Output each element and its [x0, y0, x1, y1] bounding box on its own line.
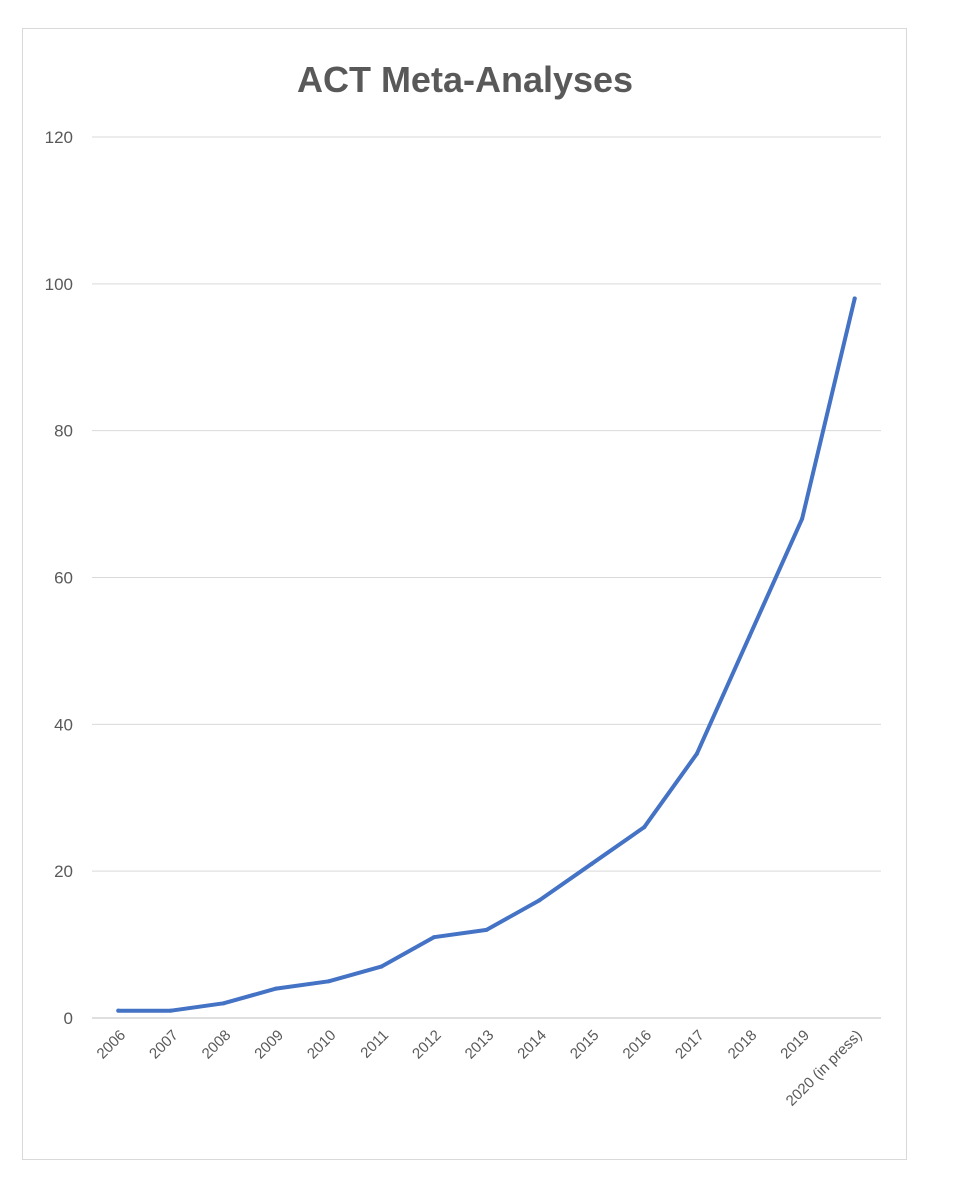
data-point [116, 1008, 121, 1013]
y-tick-label: 80 [54, 422, 73, 441]
data-point [747, 634, 752, 639]
data-point [326, 979, 331, 984]
y-tick-label: 20 [54, 862, 73, 881]
series-layer [116, 296, 857, 1013]
x-tick-label: 2015 [567, 1027, 603, 1063]
x-tick-label: 2013 [462, 1027, 498, 1063]
gridlines [92, 136, 881, 1019]
data-point [694, 751, 699, 756]
y-tick-label: 100 [45, 275, 73, 294]
x-tick-label: 2011 [357, 1027, 392, 1062]
data-point [589, 861, 594, 866]
data-point [431, 935, 436, 940]
x-tick-label: 2008 [199, 1027, 235, 1063]
x-axis-ticks: 2006 2007 2008 2009 2010 2011 2012 2013 2014 2015… [94, 1027, 866, 1110]
data-point [168, 1008, 173, 1013]
x-tick-label: 2010 [304, 1027, 340, 1063]
y-tick-label: 60 [54, 569, 73, 588]
x-tick-label: 2017 [672, 1027, 708, 1063]
y-tick-label: 0 [64, 1009, 73, 1028]
chart-frame [22, 28, 907, 1160]
x-tick-label: 2009 [251, 1027, 287, 1063]
x-tick-label: 2019 [777, 1027, 813, 1063]
data-point [379, 964, 384, 969]
data-point [484, 927, 489, 932]
x-tick-label: 2006 [94, 1027, 130, 1063]
data-point [852, 296, 857, 301]
data-point [537, 898, 542, 903]
x-tick-label: 2016 [620, 1027, 656, 1063]
y-axis-ticks: 0 20 40 60 80 100 120 [45, 128, 73, 1028]
data-point [642, 825, 647, 830]
data-point [221, 1001, 226, 1006]
data-point [800, 516, 805, 521]
chart-title: ACT Meta-Analyses [297, 59, 633, 100]
y-tick-label: 40 [54, 715, 73, 734]
x-tick-label: 2007 [146, 1027, 182, 1063]
x-tick-label: 2012 [409, 1027, 445, 1063]
series-line [116, 296, 857, 1013]
y-tick-label: 120 [45, 128, 73, 147]
x-tick-label: 2014 [514, 1027, 550, 1063]
x-tick-label: 2018 [725, 1027, 761, 1063]
data-point [274, 986, 279, 991]
